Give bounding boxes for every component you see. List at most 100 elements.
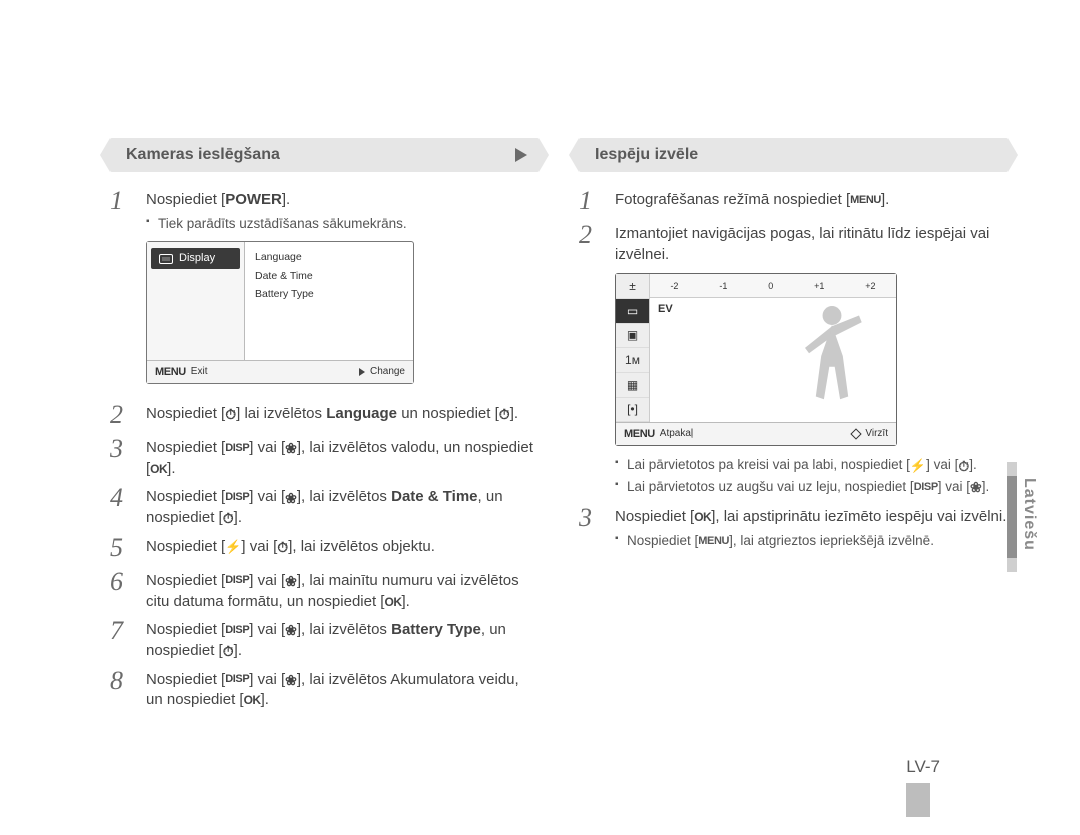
step-number: 1 [579,188,601,214]
step: 3 Nospiediet [OK], lai apstiprinātu iezī… [579,507,1008,553]
step-text: Nospiediet [DISP] vai [], lai izvēlētos … [146,670,539,711]
disp-icon: DISP [225,674,249,685]
step: 8 Nospiediet [DISP] vai [], lai izvēlēto… [110,670,539,711]
step-text: Nospiediet [DISP] vai [], lai mainītu nu… [146,571,539,612]
steps-right: 1 Fotografēšanas režīmā nospiediet [MENU… [579,190,1008,554]
step-text: Nospiediet [DISP] vai [], lai izvēlētos … [146,438,539,479]
page-number-bar [906,783,930,817]
timer-icon [223,511,234,525]
step-number: 5 [110,535,132,561]
flash-icon [225,540,241,553]
sub-item: Lai pārvietotos pa kreisi vai pa labi, n… [615,456,1008,475]
step: 2 Izmantojiet navigācijas pogas, lai rit… [579,224,1008,499]
step-number: 6 [110,569,132,610]
menu-icon: MENU [698,536,729,547]
step-number: 4 [110,485,132,526]
lcd-footer: MENU Exit Change [147,360,413,383]
step: 6 Nospiediet [DISP] vai [], lai mainītu … [110,571,539,612]
side-icon: [•] [616,398,649,423]
lcd-tab-display: Display [151,248,240,269]
section-title: Kameras ieslēgšana [126,146,280,164]
step: 1 Nospiediet [POWER]. Tiek parādīts uzst… [110,190,539,396]
language-tab-bar [1007,462,1017,572]
disp-icon: DISP [225,492,249,503]
step-text: Nospiediet [DISP] vai [], lai izvēlētos … [146,620,539,661]
side-icon: ▣ [616,324,649,349]
step-sub: Lai pārvietotos pa kreisi vai pa labi, n… [615,456,1008,496]
step-text: Fotografēšanas režīmā nospiediet [MENU]. [615,190,1008,216]
section-title: Iespēju izvēle [595,146,698,164]
lcd-menu-item: Battery Type [255,285,403,303]
macro-icon [285,441,297,455]
timer-icon [958,459,969,473]
step-number: 2 [110,402,132,428]
timer-icon [277,540,288,554]
person-silhouette-icon [786,302,878,415]
ev-icon: ± [616,274,649,299]
steps-left: 1 Nospiediet [POWER]. Tiek parādīts uzst… [110,190,539,711]
disp-icon: DISP [914,482,938,493]
disp-icon: DISP [225,625,249,636]
step-text: Nospiediet [] vai [], lai izvēlētos obje… [146,537,539,563]
right-column: Iespēju izvēle 1 Fotografēšanas režīmā n… [579,138,1008,719]
menu-icon: MENU [624,429,655,440]
ok-icon: OK [150,463,167,475]
section-header-right: Iespēju izvēle [579,138,1008,172]
step-number: 7 [110,618,132,659]
section-header-left: Kameras ieslēgšana [110,138,539,172]
lcd-menu-item: Date & Time [255,267,403,285]
display-icon [159,254,173,264]
manual-page: Kameras ieslēgšana 1 Nospiediet [POWER].… [0,0,1080,835]
step-text: Nospiediet [OK], lai apstiprinātu iezīmē… [615,507,1008,553]
side-icon: ▭ [616,299,649,324]
right-tri-icon [359,368,365,376]
lcd-menu-item: Language [255,248,403,266]
disp-icon: DISP [225,443,249,454]
step: 7 Nospiediet [DISP] vai [], lai izvēlēto… [110,620,539,661]
step-number: 1 [110,188,132,394]
page-number: LV-7 [906,757,940,777]
menu-icon: MENU [155,367,186,378]
ok-icon: OK [694,511,711,523]
step: 1 Fotografēšanas režīmā nospiediet [MENU… [579,190,1008,216]
step-sub: Tiek parādīts uzstādīšanas sākumekrāns. [146,215,539,234]
step: 5 Nospiediet [] vai [], lai izvēlētos ob… [110,537,539,563]
sub-item: Tiek parādīts uzstādīšanas sākumekrāns. [146,215,539,234]
continue-icon [515,148,527,162]
macro-icon [285,623,297,637]
macro-icon [285,574,297,588]
macro-icon [970,480,982,494]
ev-ruler: -2 -1 0 +1 +2 [650,274,896,298]
step: 4 Nospiediet [DISP] vai [], lai izvēlēto… [110,487,539,528]
disp-icon: DISP [225,575,249,586]
two-column-layout: Kameras ieslēgšana 1 Nospiediet [POWER].… [110,138,1008,719]
step: 2 Nospiediet [] lai izvēlētos Language u… [110,404,539,430]
macro-icon [285,491,297,505]
side-icon: 1м [616,348,649,373]
step-text: Izmantojiet navigācijas pogas, lai ritin… [615,224,1008,499]
menu-icon: MENU [850,195,881,206]
timer-icon [499,407,510,421]
ok-icon: OK [384,596,401,608]
lcd-right-pane: Language Date & Time Battery Type [245,242,413,360]
ok-icon: OK [244,694,261,706]
sub-item: Lai pārvietotos uz augšu vai uz leju, no… [615,478,1008,497]
step-sub: Nospiediet [MENU], lai atgrieztos ieprie… [615,532,1008,551]
nav-diamond-icon [851,429,862,440]
step-text: Nospiediet [] lai izvēlētos Language un … [146,404,539,430]
timer-icon [225,407,236,421]
lcd-left-pane: Display [147,242,245,360]
step-number: 3 [110,436,132,477]
step-number: 8 [110,668,132,709]
step-number: 2 [579,222,601,497]
step-text: Nospiediet [DISP] vai [], lai izvēlētos … [146,487,539,528]
left-column: Kameras ieslēgšana 1 Nospiediet [POWER].… [110,138,539,719]
side-icon: ▦ [616,373,649,398]
sub-item: Nospiediet [MENU], lai atgrieztos ieprie… [615,532,1008,551]
step: 3 Nospiediet [DISP] vai [], lai izvēlēto… [110,438,539,479]
lcd2-side-icons: ± ▭ ▣ 1м ▦ [•] [616,274,650,422]
lcd-setup-screen: Display Language Date & Time Battery Typ… [146,241,414,384]
language-tab: Latviešu [1020,478,1038,551]
flash-icon [910,459,926,472]
lcd-option-screen: ± ▭ ▣ 1м ▦ [•] -2 [615,273,897,446]
